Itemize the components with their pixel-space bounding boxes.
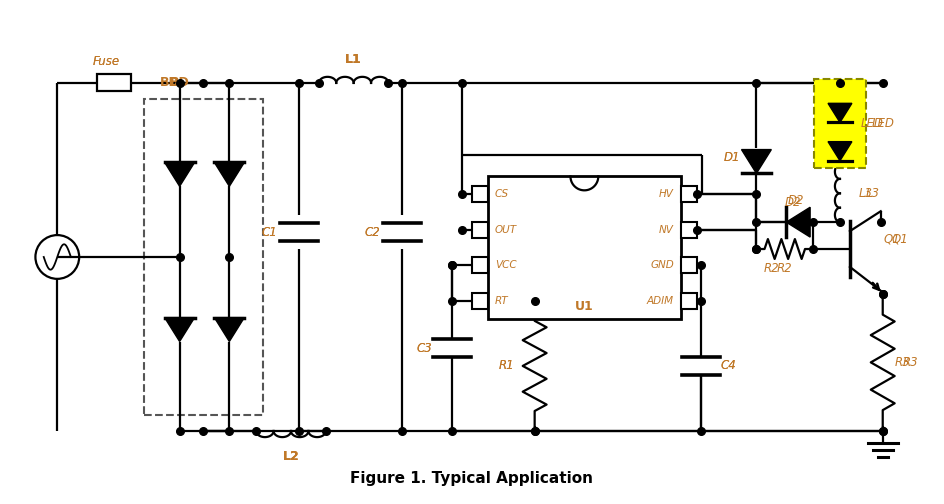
Text: CS: CS <box>495 189 509 199</box>
Polygon shape <box>828 103 851 122</box>
Bar <box>681 258 697 273</box>
Text: C1: C1 <box>261 226 277 238</box>
Polygon shape <box>214 162 244 186</box>
Text: C4: C4 <box>720 359 736 372</box>
Bar <box>681 186 697 202</box>
Text: R3: R3 <box>895 356 910 369</box>
Text: Q1: Q1 <box>892 232 908 245</box>
Text: BD: BD <box>160 77 179 89</box>
Text: VCC: VCC <box>495 260 516 270</box>
Bar <box>472 222 488 238</box>
Text: C2: C2 <box>364 226 380 238</box>
Text: Fuse: Fuse <box>93 54 120 68</box>
Text: Figure 1. Typical Application: Figure 1. Typical Application <box>350 471 594 486</box>
Text: L3: L3 <box>866 187 880 200</box>
Polygon shape <box>741 150 771 173</box>
Text: D1: D1 <box>723 151 740 164</box>
Bar <box>681 222 697 238</box>
Bar <box>472 186 488 202</box>
Text: NV: NV <box>659 225 674 235</box>
Text: OUT: OUT <box>495 225 517 235</box>
Text: L3: L3 <box>859 187 873 200</box>
Text: RT: RT <box>495 296 509 306</box>
Bar <box>96 75 131 91</box>
Text: R1: R1 <box>499 359 514 372</box>
Polygon shape <box>164 318 194 342</box>
Text: C2: C2 <box>364 226 380 238</box>
Text: GND: GND <box>650 260 674 270</box>
Polygon shape <box>164 162 194 186</box>
Text: R1: R1 <box>499 359 514 372</box>
Bar <box>681 293 697 309</box>
Polygon shape <box>214 318 244 342</box>
Bar <box>472 293 488 309</box>
Text: L1: L1 <box>346 52 362 66</box>
Text: D1: D1 <box>723 151 740 164</box>
Text: Fuse: Fuse <box>93 54 120 68</box>
Text: D2: D2 <box>788 194 804 207</box>
Text: R3: R3 <box>902 356 919 369</box>
Polygon shape <box>828 142 851 161</box>
Text: C3: C3 <box>416 342 432 355</box>
Text: L1: L1 <box>346 52 362 66</box>
Bar <box>488 176 681 319</box>
Text: LED: LED <box>860 117 884 130</box>
Text: L2: L2 <box>282 451 299 463</box>
Text: LED: LED <box>872 117 895 130</box>
Text: R2: R2 <box>764 263 779 275</box>
Bar <box>472 258 488 273</box>
Text: C1: C1 <box>261 226 277 238</box>
Text: HV: HV <box>659 189 674 199</box>
Text: C3: C3 <box>416 342 432 355</box>
Text: U1: U1 <box>575 300 594 313</box>
Text: R2: R2 <box>777 263 793 275</box>
Text: BD: BD <box>170 77 190 89</box>
Text: Q1: Q1 <box>884 232 900 245</box>
Text: ADIM: ADIM <box>647 296 674 306</box>
Text: L2: L2 <box>282 451 299 463</box>
Polygon shape <box>786 207 810 237</box>
Text: D2: D2 <box>785 196 801 209</box>
Text: C4: C4 <box>720 359 736 372</box>
FancyBboxPatch shape <box>814 79 866 168</box>
